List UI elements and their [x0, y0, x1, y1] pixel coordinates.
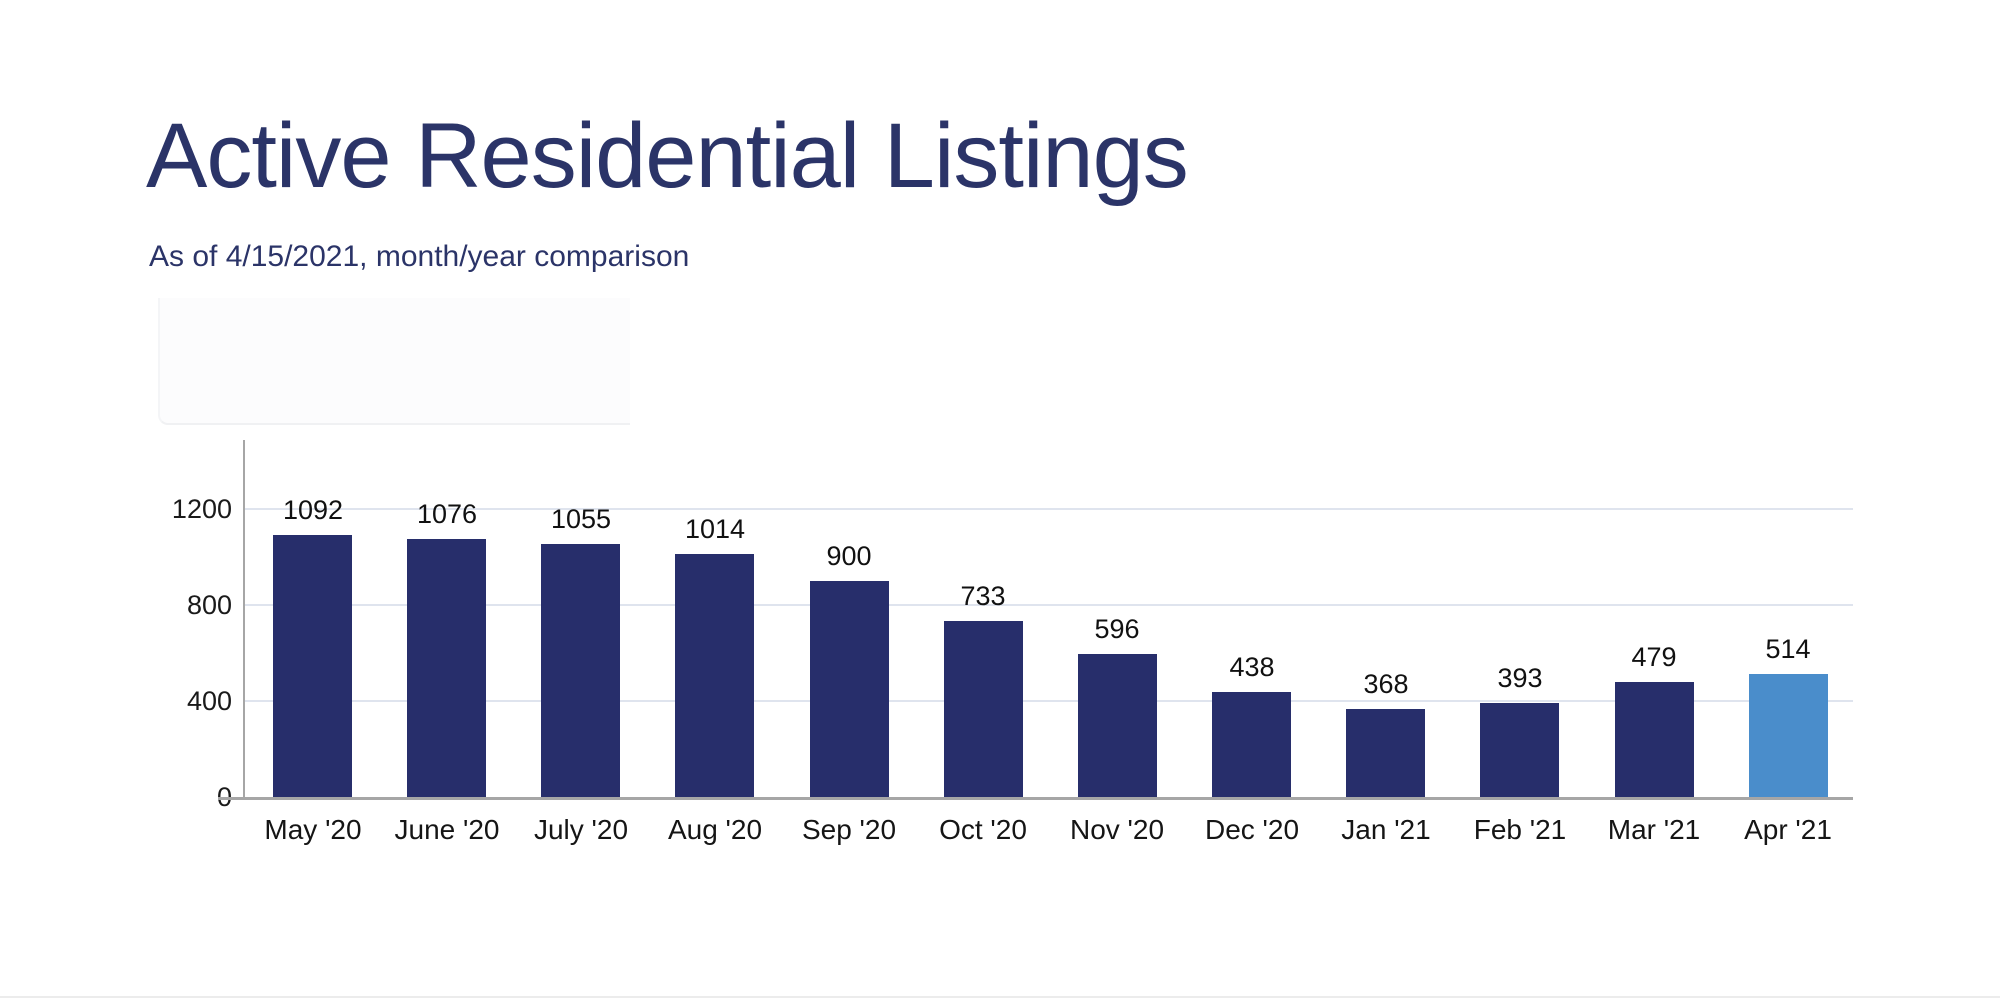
bar-june-20 — [407, 539, 486, 797]
bar-value-label: 368 — [1363, 669, 1409, 699]
bar-may-20 — [273, 535, 352, 797]
bar-value-label: 393 — [1497, 663, 1543, 693]
bar-value-label: 514 — [1765, 634, 1811, 664]
y-axis-tick-label: 0 — [102, 781, 232, 813]
bar-feb-21 — [1480, 703, 1559, 797]
y-axis-tick-label: 800 — [186, 590, 232, 620]
bar-value-label: 1014 — [684, 514, 746, 544]
x-axis-label: Sep '20 — [801, 814, 897, 845]
bar-value-label: 733 — [960, 581, 1006, 611]
bar-mar-21 — [1615, 682, 1694, 797]
bar-oct-20 — [944, 621, 1023, 797]
y-axis-line — [243, 440, 245, 797]
bar-apr-21 — [1749, 674, 1828, 797]
bar-sep-20 — [810, 581, 889, 797]
gridline — [245, 604, 1853, 606]
bar-value-label: 1055 — [550, 504, 612, 534]
bar-nov-20 — [1078, 654, 1157, 797]
x-axis-label: Apr '21 — [1744, 814, 1832, 845]
bar-jan-21 — [1346, 709, 1425, 797]
bar-value-label: 438 — [1229, 652, 1275, 682]
page-title: Active Residential Listings — [146, 105, 1189, 207]
gridline — [245, 700, 1853, 702]
bar-value-label: 596 — [1094, 614, 1140, 644]
x-axis-label: May '20 — [264, 814, 362, 845]
bar-value-label: 900 — [826, 541, 872, 571]
x-axis-label: Mar '21 — [1607, 814, 1701, 845]
bottom-edge-line — [0, 996, 2000, 998]
x-axis-label: Jan '21 — [1341, 814, 1431, 845]
x-axis-label: Nov '20 — [1069, 814, 1165, 845]
bar-value-label: 1092 — [282, 495, 344, 525]
bar-value-label: 1076 — [416, 499, 478, 529]
x-axis-label: June '20 — [394, 814, 500, 845]
x-axis-line — [218, 797, 1853, 800]
x-axis-label: Dec '20 — [1204, 814, 1300, 845]
x-axis-label: July '20 — [533, 814, 629, 845]
x-axis-label: Oct '20 — [939, 814, 1027, 845]
y-axis-tick-label: 400 — [186, 686, 232, 716]
bar-july-20 — [541, 544, 620, 797]
gridline — [245, 508, 1853, 510]
bar-dec-20 — [1212, 692, 1291, 797]
page-subtitle: As of 4/15/2021, month/year comparison — [149, 240, 690, 273]
bar-value-label: 479 — [1631, 642, 1677, 672]
background-artifact — [158, 298, 630, 425]
x-axis-label: Aug '20 — [667, 814, 763, 845]
y-axis-tick-label: 1200 — [171, 494, 232, 524]
bar-aug-20 — [675, 554, 754, 797]
x-axis-label: Feb '21 — [1473, 814, 1567, 845]
